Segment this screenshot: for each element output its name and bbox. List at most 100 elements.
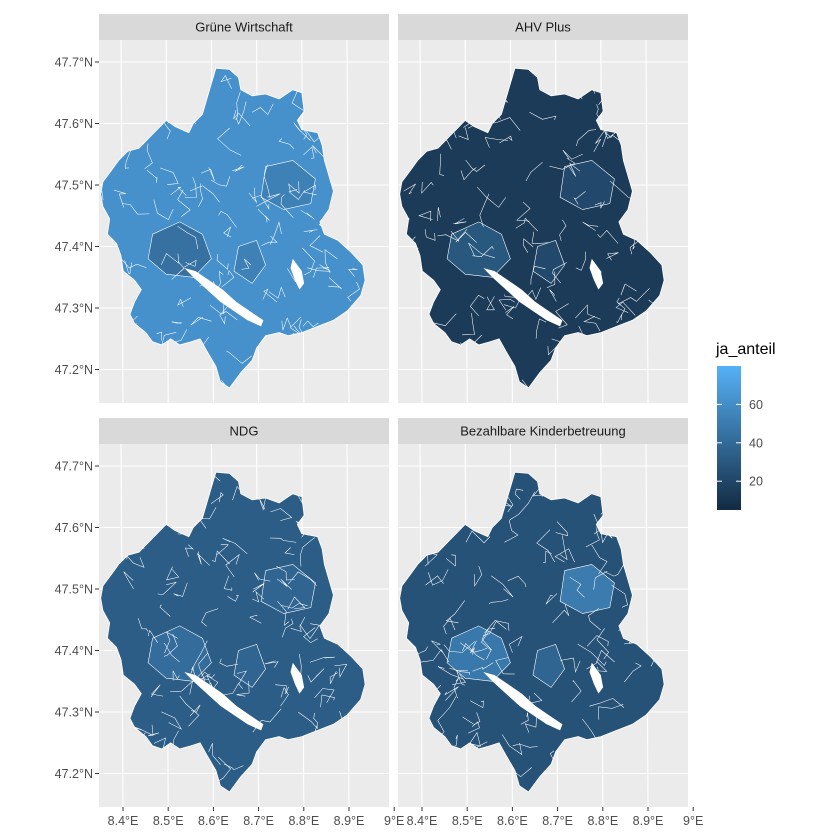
municipality-border bbox=[206, 675, 219, 693]
municipality-border bbox=[528, 692, 543, 705]
municipality-border bbox=[545, 593, 558, 605]
municipality-border bbox=[287, 596, 306, 610]
municipality-border bbox=[418, 210, 433, 222]
municipality-border bbox=[190, 316, 212, 326]
municipality-border bbox=[161, 711, 183, 730]
municipality-border bbox=[468, 242, 495, 259]
municipality-border bbox=[220, 75, 232, 89]
municipality-border bbox=[177, 297, 192, 307]
lake-pfaeffikon bbox=[589, 258, 604, 290]
municipality-border bbox=[177, 189, 191, 217]
y-tick-label: 47.4°N bbox=[55, 644, 93, 658]
municipality-border bbox=[582, 221, 599, 231]
municipality-border bbox=[501, 734, 523, 756]
municipality-border bbox=[555, 303, 569, 329]
municipality-border bbox=[559, 219, 567, 241]
municipality-border bbox=[505, 306, 515, 320]
municipality-border bbox=[476, 186, 507, 208]
municipality-border bbox=[560, 657, 581, 673]
municipality-border bbox=[256, 193, 281, 207]
municipality-border bbox=[288, 181, 300, 194]
municipality-border bbox=[520, 712, 529, 725]
lake-zurich bbox=[184, 268, 264, 327]
municipality-border bbox=[252, 590, 265, 603]
municipality-border bbox=[470, 640, 477, 655]
municipality-border bbox=[157, 581, 177, 595]
municipality-border bbox=[150, 684, 164, 698]
municipality-border bbox=[233, 110, 251, 127]
x-tick-label: 8.4°E bbox=[108, 814, 139, 828]
municipality-border bbox=[530, 265, 546, 285]
municipality-border bbox=[309, 656, 335, 663]
municipality-border bbox=[303, 627, 318, 643]
municipality-border bbox=[241, 258, 252, 270]
municipality-border bbox=[481, 627, 496, 651]
municipality-border bbox=[290, 616, 306, 632]
municipality-border bbox=[419, 649, 450, 663]
legend-label: 20 bbox=[749, 475, 763, 489]
municipality-border bbox=[200, 167, 215, 181]
municipality-border bbox=[481, 630, 492, 660]
municipality-region bbox=[260, 160, 316, 210]
municipality-border bbox=[611, 584, 628, 608]
municipality-border bbox=[259, 496, 267, 511]
municipality-border bbox=[313, 267, 329, 278]
facet-panel: Grüne Wirtschaft 47.7°N 47.6°N 47.5°N 47.4°N… bbox=[55, 14, 389, 404]
municipality-border bbox=[218, 210, 237, 228]
municipality-border bbox=[153, 199, 174, 220]
legend-title: ja_anteil bbox=[715, 341, 776, 358]
canton-region bbox=[100, 471, 366, 793]
municipality-region bbox=[532, 644, 565, 688]
municipality-border bbox=[470, 700, 485, 709]
municipality-border bbox=[421, 181, 434, 194]
municipality-border bbox=[455, 228, 477, 243]
municipality-border bbox=[236, 670, 247, 689]
municipality-border bbox=[449, 667, 471, 675]
x-tick-label: 8.9°E bbox=[334, 814, 365, 828]
municipality-border bbox=[535, 318, 547, 339]
x-tick-label: 8.8°E bbox=[288, 814, 319, 828]
municipality-border bbox=[462, 712, 481, 725]
municipality-border bbox=[198, 507, 217, 529]
y-tick-label: 47.6°N bbox=[55, 521, 93, 535]
municipality-border bbox=[522, 238, 534, 253]
municipality-border bbox=[216, 254, 229, 270]
municipality-border bbox=[334, 663, 348, 678]
y-tick-label: 47.3°N bbox=[55, 706, 93, 720]
municipality-border bbox=[536, 529, 555, 563]
x-gridline bbox=[645, 39, 649, 404]
municipality-border bbox=[515, 217, 538, 232]
municipality-border bbox=[588, 608, 601, 631]
municipality-border bbox=[227, 595, 239, 602]
municipality-border bbox=[437, 230, 460, 242]
municipality-border bbox=[156, 331, 162, 341]
municipality-border bbox=[552, 604, 570, 623]
municipality-border bbox=[123, 571, 134, 590]
municipality-border bbox=[280, 686, 289, 707]
municipality-border bbox=[597, 229, 619, 244]
municipality-border bbox=[236, 680, 250, 697]
municipality-border bbox=[514, 488, 524, 500]
municipality-border bbox=[320, 694, 335, 708]
municipality-border bbox=[299, 623, 320, 640]
municipality-region bbox=[260, 564, 316, 614]
facet-strip bbox=[398, 418, 688, 444]
municipality-border bbox=[469, 294, 485, 317]
facet-strip bbox=[99, 14, 389, 40]
y-tick-label: 47.2°N bbox=[55, 363, 93, 377]
facet-panel: Bezahlbare Kinderbetreuung 8.4°E 8.5°E 8.6°… bbox=[398, 418, 703, 828]
municipality-border bbox=[226, 350, 252, 364]
municipality-border bbox=[495, 657, 515, 675]
municipality-region bbox=[532, 240, 565, 284]
lake-pfaeffikon bbox=[589, 662, 604, 694]
municipality-border bbox=[615, 301, 636, 316]
municipality-border bbox=[616, 314, 622, 323]
municipality-border bbox=[508, 635, 523, 653]
municipality-border bbox=[201, 671, 216, 679]
municipality-border bbox=[443, 617, 456, 635]
municipality-border bbox=[577, 643, 607, 666]
municipality-border bbox=[252, 103, 274, 116]
municipality-border bbox=[347, 281, 360, 302]
municipality-border bbox=[223, 763, 244, 771]
